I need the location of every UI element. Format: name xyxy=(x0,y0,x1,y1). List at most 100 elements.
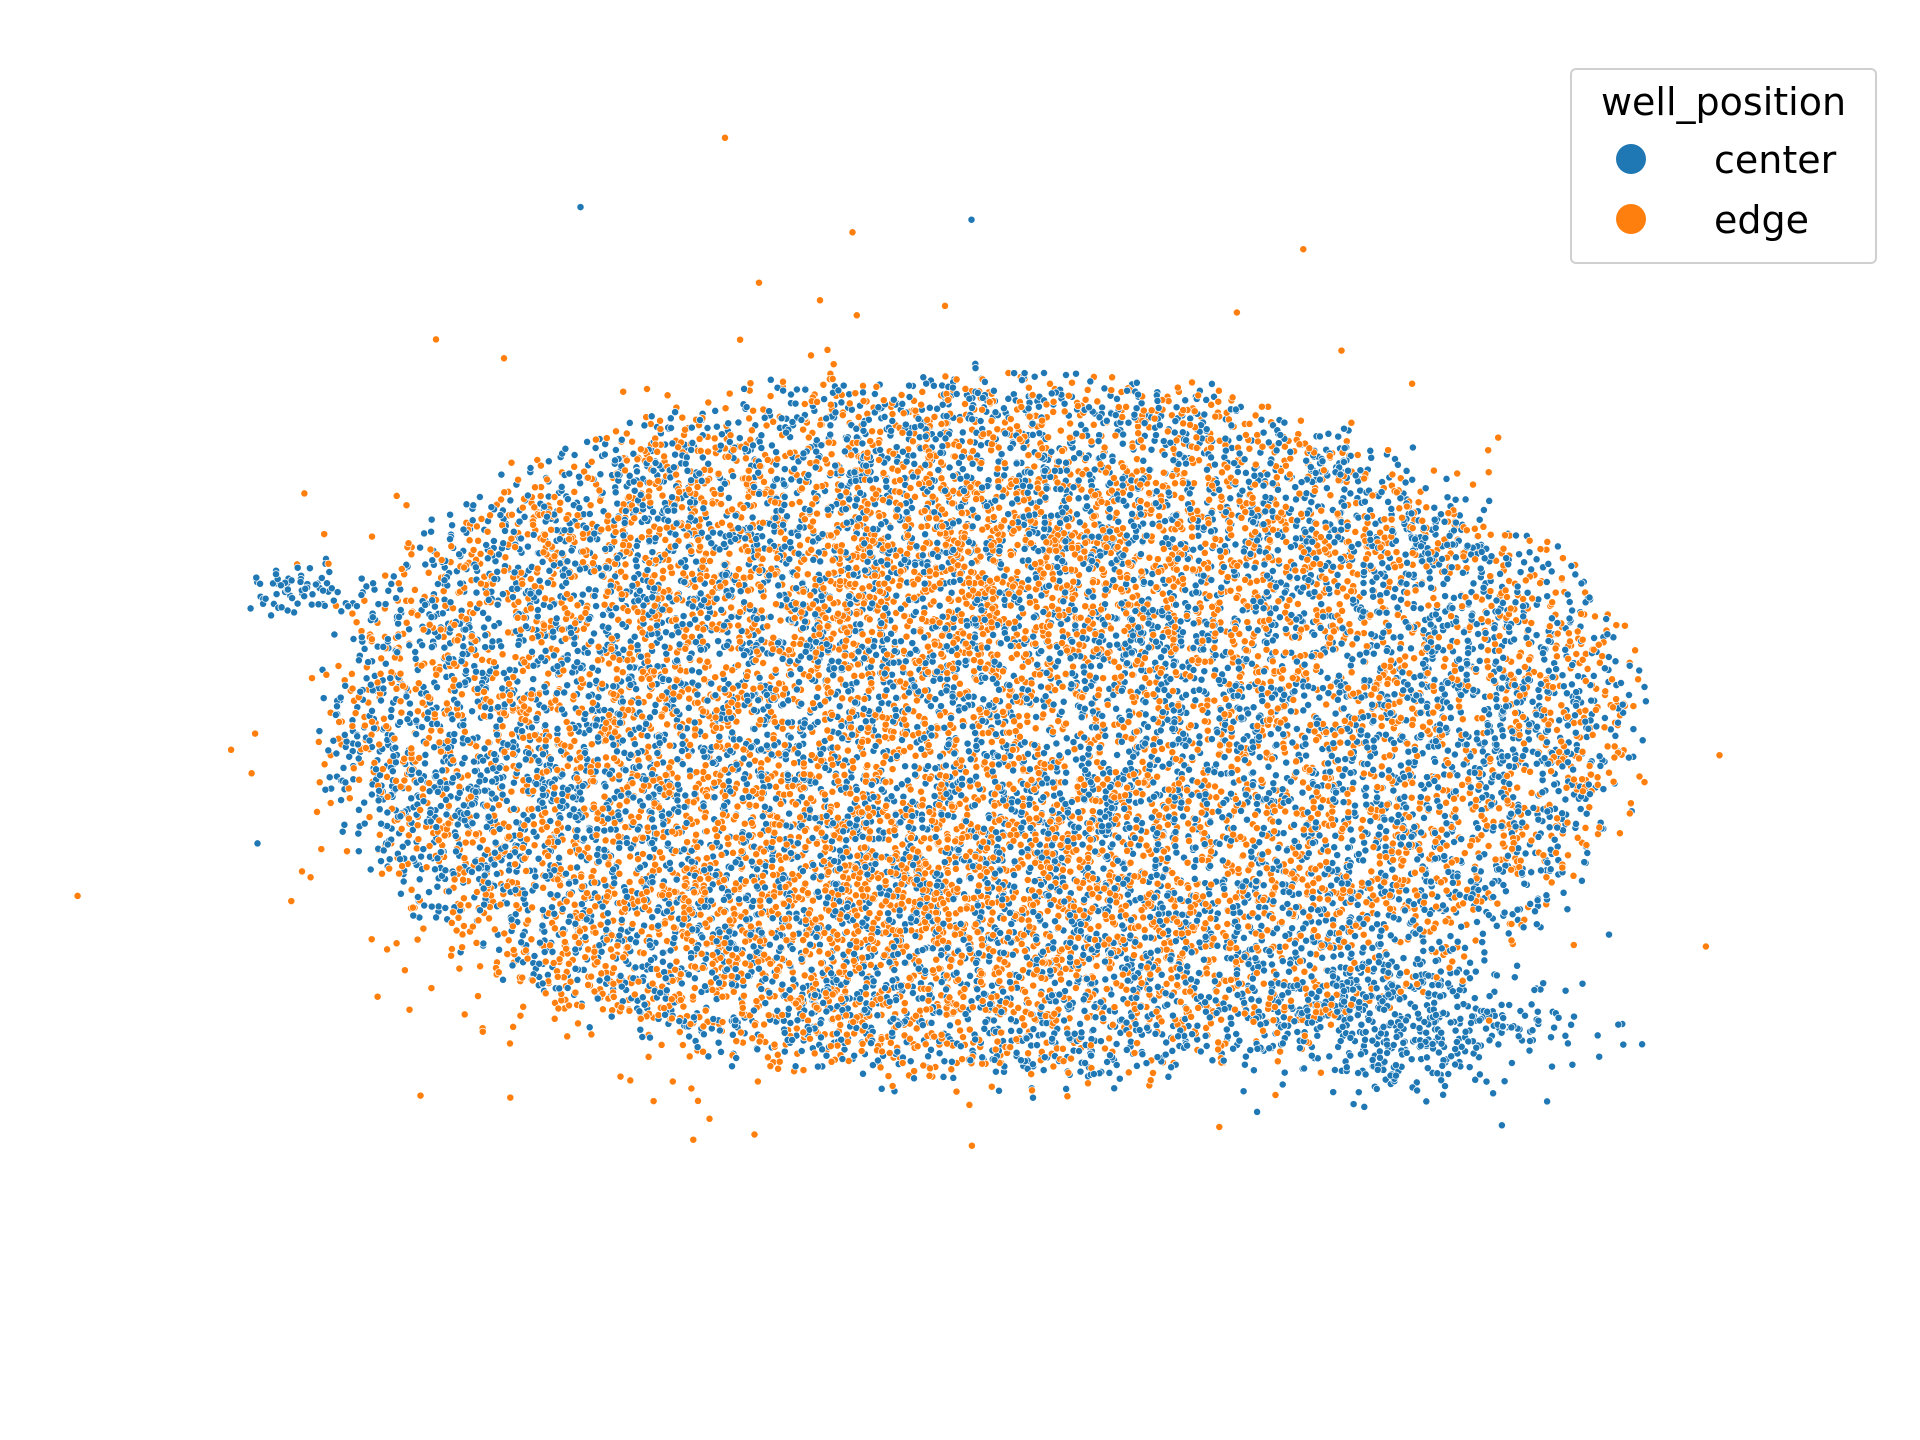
point-edge xyxy=(961,384,970,393)
point-center xyxy=(698,933,707,942)
point-center xyxy=(489,537,498,545)
point-center xyxy=(1254,996,1263,1005)
point-center xyxy=(290,608,299,617)
point-edge xyxy=(739,573,748,582)
point-center xyxy=(748,513,757,522)
point-center xyxy=(910,459,919,468)
point-edge xyxy=(729,848,737,857)
point-edge xyxy=(615,801,624,810)
point-center xyxy=(1533,896,1542,905)
point-edge xyxy=(539,883,548,892)
point-center xyxy=(979,695,988,704)
point-center xyxy=(1507,1059,1516,1067)
point-center xyxy=(1351,801,1359,810)
point-center xyxy=(1080,1006,1089,1015)
point-center xyxy=(921,530,930,539)
point-edge xyxy=(1484,646,1492,655)
point-center xyxy=(1434,783,1443,792)
point-edge xyxy=(527,935,536,944)
point-center xyxy=(1241,1052,1250,1061)
point-center xyxy=(1064,748,1072,757)
point-edge xyxy=(459,922,468,930)
point-center xyxy=(1327,881,1336,890)
point-center xyxy=(1138,1050,1147,1059)
point-center xyxy=(1404,747,1413,756)
point-edge xyxy=(750,1130,759,1139)
point-edge xyxy=(447,945,456,953)
point-edge xyxy=(749,406,758,415)
point-edge xyxy=(565,1001,573,1010)
point-center xyxy=(506,496,515,505)
point-edge xyxy=(1553,726,1561,734)
point-center xyxy=(1033,1041,1041,1050)
point-edge xyxy=(969,713,978,722)
point-edge xyxy=(965,1100,974,1109)
point-edge xyxy=(1471,936,1480,945)
point-center xyxy=(1532,631,1541,640)
point-center xyxy=(523,542,532,551)
point-center xyxy=(544,457,553,466)
point-center xyxy=(1132,815,1141,824)
point-edge xyxy=(347,669,356,678)
point-edge xyxy=(857,671,866,680)
point-center xyxy=(1482,1024,1490,1033)
point-edge xyxy=(506,1093,515,1102)
point-edge xyxy=(1526,767,1535,776)
point-center xyxy=(1074,494,1083,503)
point-center xyxy=(1239,547,1248,556)
point-center xyxy=(1333,851,1342,860)
point-edge xyxy=(923,642,932,651)
point-edge xyxy=(621,560,630,569)
point-edge xyxy=(1581,823,1590,832)
point-center xyxy=(592,602,601,611)
point-edge xyxy=(1217,1015,1226,1024)
point-edge xyxy=(952,1087,961,1096)
point-center xyxy=(576,203,585,212)
point-center xyxy=(293,599,302,608)
point-center xyxy=(1239,933,1248,942)
point-edge xyxy=(1259,979,1268,988)
point-edge xyxy=(1631,646,1640,655)
point-edge xyxy=(966,437,975,446)
point-edge xyxy=(1030,462,1039,471)
point-center xyxy=(1163,854,1172,863)
point-edge xyxy=(741,786,750,795)
point-center xyxy=(740,384,749,393)
point-center xyxy=(1563,590,1572,599)
point-edge xyxy=(1188,378,1196,387)
point-edge xyxy=(412,844,421,853)
point-edge xyxy=(485,914,494,923)
point-edge xyxy=(419,924,428,933)
points-layer xyxy=(73,133,1724,1150)
point-edge xyxy=(1380,515,1389,524)
point-edge xyxy=(814,683,823,692)
point-center xyxy=(995,1086,1003,1095)
point-center xyxy=(1330,843,1339,852)
point-center xyxy=(1015,1026,1024,1035)
point-center xyxy=(396,718,404,727)
point-center xyxy=(1451,495,1460,504)
point-edge xyxy=(842,927,851,936)
point-edge xyxy=(772,782,780,791)
point-center xyxy=(1396,761,1405,770)
point-edge xyxy=(550,1014,559,1023)
point-center xyxy=(1359,856,1368,865)
point-center xyxy=(339,763,348,772)
point-center xyxy=(599,610,607,619)
point-edge xyxy=(710,434,719,443)
point-center xyxy=(1189,545,1198,554)
point-center xyxy=(1520,558,1529,567)
point-center xyxy=(634,698,643,707)
point-edge xyxy=(1058,682,1067,691)
point-edge xyxy=(367,935,376,944)
point-center xyxy=(967,215,976,224)
point-edge xyxy=(954,1018,962,1027)
point-center xyxy=(1246,1046,1255,1055)
point-center xyxy=(1515,550,1524,559)
point-center xyxy=(448,521,457,530)
point-center xyxy=(1329,562,1338,571)
point-center xyxy=(1593,1031,1602,1040)
point-edge xyxy=(1299,245,1308,254)
point-edge xyxy=(591,435,600,444)
point-edge xyxy=(848,228,857,237)
